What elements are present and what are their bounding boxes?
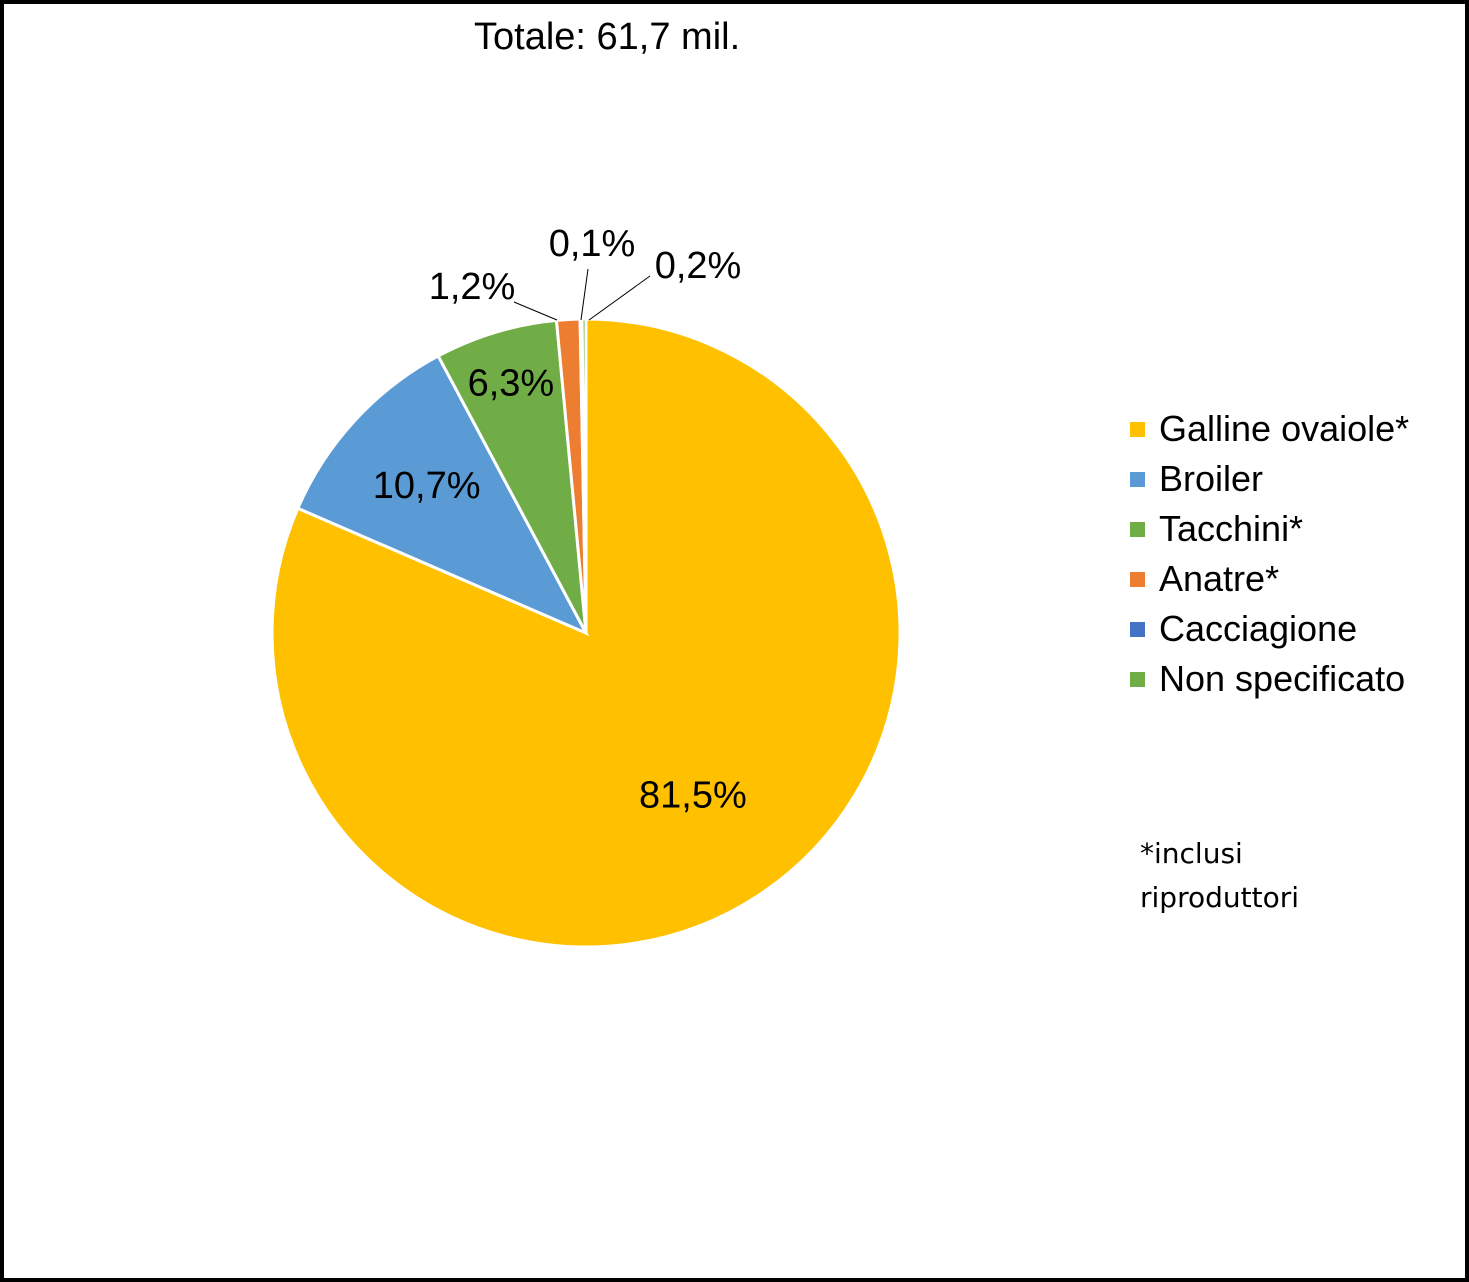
leader-line-anatre [513, 301, 558, 321]
pie-slice-non-specificato [580, 317, 588, 634]
slice-label-galline-ovaiole: 81,5% [639, 775, 747, 817]
pie-chart: 81,5% 10,7% 6,3% 1,2% 0,1% 0,2% [270, 223, 902, 949]
slice-label-broiler: 10,7% [373, 465, 481, 507]
legend-label: Cacciagione [1159, 608, 1358, 649]
legend-label: Broiler [1159, 458, 1264, 499]
legend-swatch [1130, 621, 1145, 637]
pie-slice-tacchini [436, 318, 588, 634]
leader-line-cacciagione [580, 268, 589, 321]
slice-label-cacciagione: 0,1% [549, 223, 636, 265]
legend-label: Galline ovaiole* [1159, 408, 1410, 449]
legend-label: Non specificato [1159, 658, 1406, 699]
legend-item-broiler: Broiler [1130, 454, 1409, 504]
legend: Galline ovaiole* Broiler Tacchini* Anatre* C… [1130, 404, 1409, 704]
slice-label-non-specificato: 0,2% [655, 245, 742, 287]
legend-label: Tacchini* [1159, 508, 1304, 549]
slice-label-tacchini: 6,3% [468, 362, 555, 404]
legend-item-anatre: Anatre* [1130, 554, 1409, 604]
pie-slice-broiler [295, 353, 590, 637]
legend-item-cacciagione: Cacciagione [1130, 604, 1409, 654]
leader-line-non-specificato [588, 275, 651, 321]
legend-label: Anatre* [1159, 558, 1280, 599]
legend-item-galline-ovaiole: Galline ovaiole* [1130, 404, 1409, 454]
legend-swatch [1130, 421, 1145, 437]
chart-note: *inclusi riproduttori [1140, 837, 1299, 914]
legend-swatch [1130, 571, 1145, 587]
slice-label-anatre: 1,2% [429, 266, 516, 308]
legend-item-non-specificato: Non specificato [1130, 654, 1409, 704]
legend-swatch [1130, 521, 1145, 537]
legend-swatch [1130, 471, 1145, 487]
legend-swatch [1130, 671, 1145, 687]
legend-item-tacchini: Tacchini* [1130, 504, 1409, 554]
chart-title: Totale: 61,7 mil. [474, 16, 741, 58]
